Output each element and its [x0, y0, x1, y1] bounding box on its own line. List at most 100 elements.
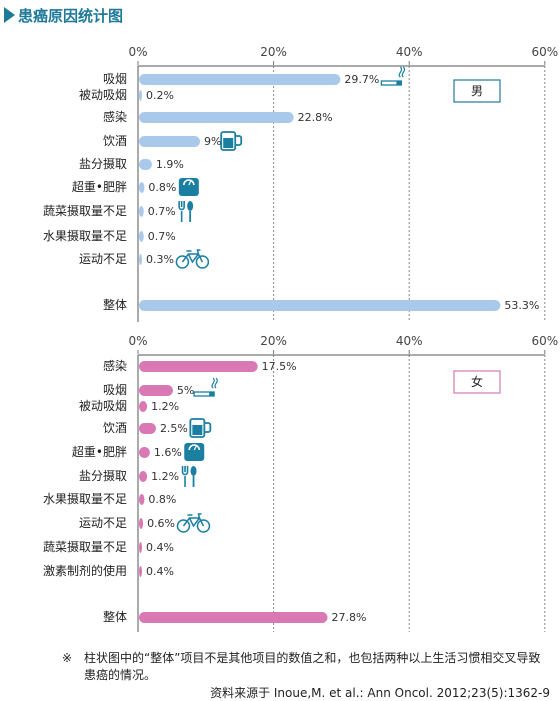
bar: [139, 136, 201, 147]
chart-panel-male: 0% 20% 40% 60% 男 吸烟 29.7% 被动吸烟 0.2% 感染 22.8% 饮酒 9% 盐分…: [0, 40, 560, 325]
category-label: 盐分摄取: [79, 468, 127, 483]
data-label: 53.3%: [504, 299, 539, 312]
category-label: 运动不足: [79, 252, 127, 266]
bar: [139, 494, 145, 505]
data-label: 0.4%: [146, 565, 174, 578]
axis-tick-label: 40%: [396, 334, 423, 348]
data-label: 22.8%: [298, 111, 333, 124]
legend-box: [453, 370, 501, 394]
category-label: 感染: [103, 109, 127, 124]
bike-wheel-front: [195, 255, 210, 269]
category-label: 吸烟: [103, 383, 127, 397]
fork: [178, 201, 185, 222]
scale-icon: [184, 443, 205, 461]
cigarette-icon: [380, 66, 406, 86]
cigarette-filter: [209, 392, 215, 396]
category-label: 水果摄取量不足: [43, 228, 127, 243]
smoke: [398, 66, 406, 78]
data-label: 0.4%: [146, 541, 174, 554]
mug-handle: [204, 422, 212, 433]
data-label: 0.8%: [148, 181, 176, 194]
chart-panel-female: 0% 20% 40% 60% 女 感染 17.5% 吸烟 5% 被动吸烟 1.2% 饮酒 2.5% 超重•…: [0, 327, 560, 635]
data-label: 27.8%: [331, 611, 366, 624]
bike-wheel-rear: [175, 255, 190, 269]
legend-label: 女: [471, 374, 483, 389]
category-label: 蔬菜摄取量不足: [43, 539, 127, 554]
bike-frame: [181, 249, 204, 264]
bar: [139, 518, 144, 529]
scale-needle: [193, 445, 197, 451]
legend-box: [453, 79, 501, 103]
mug-handle: [235, 135, 243, 146]
category-label: 饮酒: [103, 421, 127, 435]
scale-icon: [178, 178, 199, 196]
category-label: 运动不足: [79, 516, 127, 530]
axis-tick-label: 60%: [531, 334, 558, 348]
title-triangle-icon: [4, 7, 15, 23]
bar: [139, 401, 148, 412]
bar: [139, 74, 341, 85]
bar: [139, 254, 142, 265]
bar: [139, 542, 142, 553]
data-label: 0.2%: [146, 89, 174, 102]
fork-spoon-icon: [181, 466, 197, 487]
bar: [139, 447, 150, 458]
bar: [139, 90, 142, 101]
fork-spoon-icon: [178, 201, 194, 222]
category-label: 超重•肥胖: [72, 444, 127, 459]
axis-tick-label: 0%: [128, 334, 147, 348]
data-label: 17.5%: [262, 360, 297, 373]
bike-wheel-front: [196, 519, 211, 533]
footnote-text: 柱状图中的“整体”项目不是其他项目的数值之和，也包括两种以上生活习惯相交叉导致患…: [84, 651, 541, 682]
bar: [139, 300, 501, 311]
axis-tick-label: 40%: [396, 45, 423, 59]
category-label: 水果摄取量不足: [43, 491, 127, 506]
bar: [139, 182, 145, 193]
category-label: 整体: [103, 609, 127, 624]
bar: [139, 159, 152, 170]
data-label: 0.7%: [148, 230, 176, 243]
category-label: 饮酒: [103, 134, 127, 148]
bar: [139, 112, 294, 123]
data-label: 29.7%: [344, 73, 379, 86]
mug-beer: [223, 138, 234, 148]
data-label: 1.6%: [154, 446, 182, 459]
data-label: 0.7%: [148, 205, 176, 218]
data-label: 1.2%: [151, 400, 179, 413]
data-label: 1.2%: [151, 470, 179, 483]
footnote-mark: ※: [62, 651, 73, 665]
mug-beer: [192, 425, 203, 435]
data-label: 0.3%: [146, 253, 174, 266]
mug-body: [189, 418, 206, 438]
bar: [139, 231, 144, 242]
beer-mug-icon: [220, 131, 243, 151]
category-label: 盐分摄取: [79, 156, 127, 171]
category-label: 整体: [103, 297, 127, 312]
data-label: 0.6%: [147, 517, 175, 530]
chart-female: 0% 20% 40% 60% 女 感染 17.5% 吸烟 5% 被动吸烟 1.2% 饮酒 2.5% 超重•…: [43, 334, 558, 632]
category-label: 超重•肥胖: [72, 179, 127, 194]
scale-dial: [183, 179, 195, 186]
category-label: 被动吸烟: [79, 88, 127, 102]
smoke: [211, 377, 218, 389]
fork: [181, 466, 189, 487]
cigarette-filter: [396, 81, 402, 85]
chart-male: 0% 20% 40% 60% 男 吸烟 29.7% 被动吸烟 0.2% 感染 22.8% 饮酒 9% 盐分…: [43, 45, 558, 322]
data-label: 9%: [204, 135, 221, 148]
category-label: 蔬菜摄取量不足: [43, 203, 127, 218]
legend-label: 男: [471, 84, 483, 98]
data-label: 5%: [177, 384, 194, 397]
axis-tick-label: 60%: [531, 45, 558, 59]
data-label: 0.8%: [148, 493, 176, 506]
bike-wheel-rear: [176, 519, 191, 533]
scale-dial: [188, 444, 201, 451]
bar: [139, 385, 173, 396]
bar: [139, 361, 258, 372]
category-label: 激素制剂的使用: [43, 563, 127, 578]
bike-frame: [182, 513, 205, 528]
cigarette-icon: [193, 377, 218, 397]
spoon-head: [187, 201, 194, 211]
mug-body: [220, 131, 237, 151]
category-label: 感染: [103, 358, 127, 373]
page-title-text: 患癌原因统计图: [18, 6, 124, 25]
